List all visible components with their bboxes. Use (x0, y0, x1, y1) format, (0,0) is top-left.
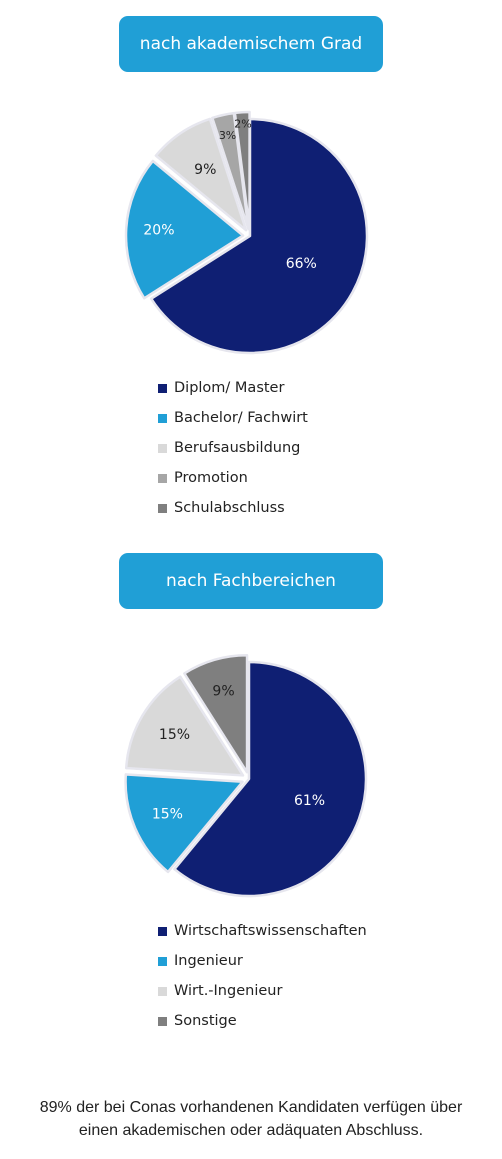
legend-item: Bachelor/ Fachwirt (158, 403, 308, 433)
legend-label: Promotion (174, 470, 248, 486)
legend-item: Sonstige (158, 1006, 367, 1036)
legend-swatch (158, 986, 167, 996)
footer-line-2: einen akademischen oder adäquaten Abschl… (78, 1122, 424, 1139)
legend-label: Ingenieur (174, 953, 243, 969)
pie-slice-5 (233, 110, 251, 231)
legend-item: Wirt.-Ingenieur (158, 976, 367, 1006)
chart1-pie: 66% 20% 9% 3%2% (124, 110, 369, 355)
legend-swatch (158, 383, 167, 393)
legend-item: Schulabschluss (158, 493, 308, 523)
pie-slice-1 (173, 660, 368, 898)
pie-slice-2 (124, 773, 244, 874)
legend-item: Promotion (158, 463, 308, 493)
legend-item: Berufsausbildung (158, 433, 308, 463)
pie-data-label-2: 20% (143, 222, 174, 238)
footer-note: 89% der bei Conas vorhandenen Kandidaten… (0, 1096, 502, 1142)
legend-swatch (158, 926, 167, 936)
legend-label: Berufsausbildung (174, 440, 301, 456)
chart2-title: nach Fachbereichen (119, 553, 383, 609)
pie-slice-4 (183, 654, 249, 774)
legend-swatch (158, 443, 167, 453)
pie-data-label-3: 15% (159, 727, 190, 743)
legend-swatch (158, 503, 167, 513)
legend-item: Wirtschaftswissenschaften (158, 916, 367, 946)
legend-label: Wirtschaftswissenschaften (174, 923, 367, 939)
pie-data-label-2: 15% (152, 806, 183, 822)
legend-swatch (158, 1016, 167, 1026)
legend-swatch (158, 473, 167, 483)
pie-data-label-4: 9% (212, 683, 234, 699)
pie-slice-3 (124, 675, 245, 777)
chart1-legend: Diplom/ Master Bachelor/ Fachwirt Berufsau… (158, 373, 308, 523)
legend-item: Ingenieur (158, 946, 367, 976)
pie-data-label-1: 66% (286, 256, 317, 272)
legend-label: Diplom/ Master (174, 380, 285, 396)
pie-slice-3 (154, 117, 248, 232)
legend-label: Sonstige (174, 1013, 237, 1029)
chart1-title: nach akademischem Grad (119, 16, 383, 72)
pie-data-label-5: 2% (234, 117, 251, 130)
pie-slice-1 (149, 117, 369, 355)
legend-label: Schulabschluss (174, 500, 285, 516)
legend-swatch (158, 956, 167, 966)
footer-line-1: 89% der bei Conas vorhandenen Kandidaten… (39, 1099, 463, 1116)
chart2-pie: 61% 15% 15% 9% (124, 654, 368, 898)
pie-data-label-3: 9% (194, 162, 216, 178)
legend-swatch (158, 413, 167, 423)
pie-data-label-1: 61% (294, 793, 325, 809)
chart2-legend: Wirtschaftswissenschaften Ingenieur Wirt.-… (158, 916, 367, 1036)
legend-label: Bachelor/ Fachwirt (174, 410, 308, 426)
pie-data-label-4: 3% (219, 129, 236, 142)
legend-item: Diplom/ Master (158, 373, 308, 403)
legend-label: Wirt.-Ingenieur (174, 983, 283, 999)
pie-slice-2 (124, 159, 245, 300)
